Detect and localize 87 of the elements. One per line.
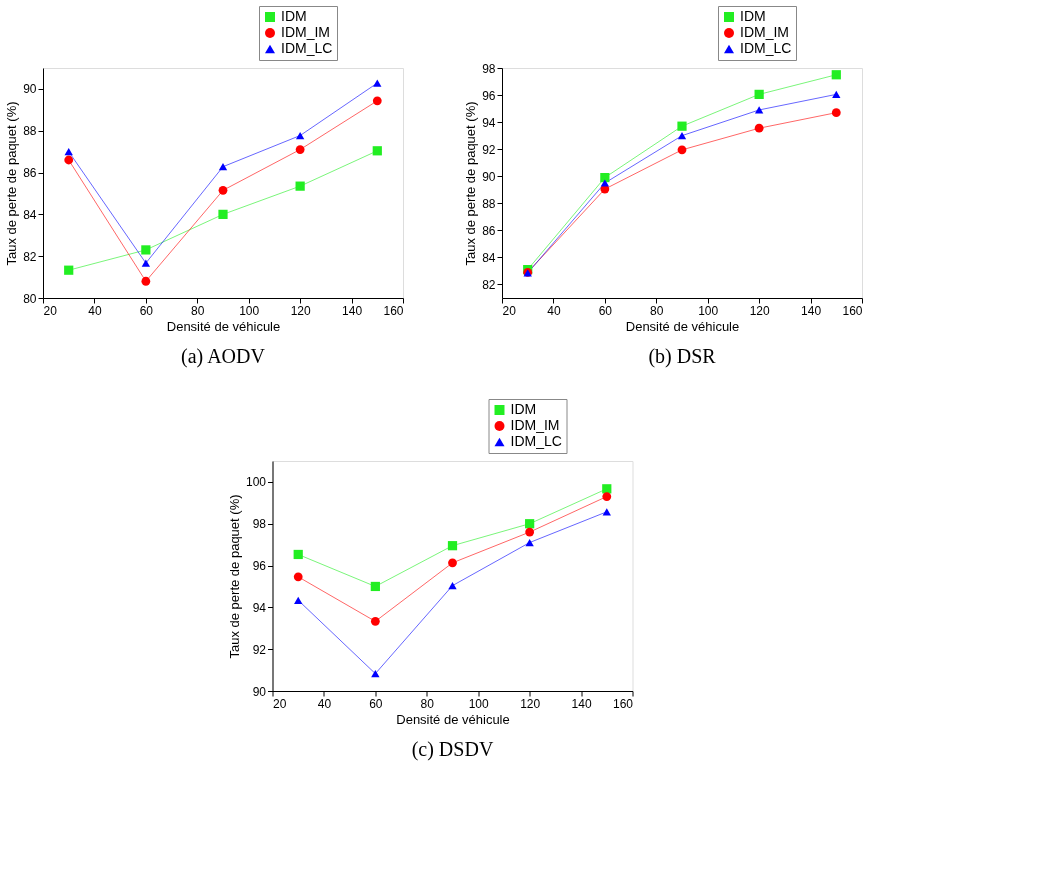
y-tick-label: 82 [23,249,37,264]
point [295,131,305,140]
point [754,89,764,99]
legend-label: IDM_IM [510,417,560,433]
x-tick-label: 120 [520,696,541,711]
point [141,259,151,267]
y-tick-label: 94 [482,115,496,130]
y-tick-label: 96 [482,88,496,103]
x-tick-label: 40 [547,303,561,318]
text: (a) AODV [181,345,266,368]
point [295,181,305,191]
point [218,185,228,195]
y-tick-label: 82 [482,277,496,292]
legend-label: IDM_LC [281,40,333,56]
point [141,276,151,286]
y-tick-label: 96 [252,559,267,574]
y-tick-label: 94 [252,600,267,615]
y-tick-label: 90 [482,169,496,184]
y-tick-label: 88 [23,124,37,139]
y-tick-label: 84 [23,207,37,222]
legend-label: IDM [740,8,766,24]
legend-label: IDM_IM [740,24,789,40]
x-axis-title: Densité de véhicule [625,318,740,334]
text: (c) DSDV [411,738,494,761]
legend-label: IDM_LC [510,433,562,449]
y-tick-label: 100 [245,475,267,490]
y-tick-label: 80 [23,291,37,306]
point [372,96,382,106]
y-axis-title: Taux de perte de paquet (%) [226,494,242,659]
x-tick-label: 60 [369,696,383,711]
x-tick-label: 140 [801,303,822,318]
y-tick-label: 90 [252,684,267,699]
x-tick-label: 160 [383,303,404,318]
point [677,145,687,155]
point [64,265,74,275]
point [677,132,687,140]
point [831,70,841,80]
point [754,123,764,133]
y-tick-label: 84 [482,250,496,265]
point [218,209,228,219]
x-axis-title: Densité de véhicule [396,711,510,727]
x-tick-label: 80 [650,303,664,318]
x-tick-label: 60 [598,303,613,318]
x-tick-label: 20 [502,303,517,318]
legend-label: IDM [510,401,537,417]
x-tick-label: 160 [612,696,634,711]
point [141,245,151,255]
x-tick-label: 20 [43,303,58,318]
y-tick-label: 92 [252,642,267,657]
y-tick-label: 88 [482,196,496,211]
y-tick-label: 90 [23,82,37,97]
point [64,155,74,165]
x-tick-label: 120 [290,303,311,318]
x-tick-label: 60 [139,303,154,318]
point [372,146,382,156]
x-tick-label: 120 [749,303,770,318]
y-axis-title: Taux de perte de paquet (%) [4,101,20,266]
y-tick-label: 92 [482,142,496,157]
x-tick-label: 80 [191,303,205,318]
point [754,106,764,114]
point [218,163,228,171]
point [600,179,610,187]
x-tick-label: 40 [88,303,102,318]
point [373,79,382,87]
point [677,121,687,131]
point [295,145,305,154]
legend-label: IDM_IM [281,24,330,40]
x-tick-label: 160 [842,303,863,318]
x-tick-label: 140 [342,303,363,318]
legend-label: IDM_LC [740,40,792,56]
x-tick-label: 140 [571,696,592,711]
x-tick-label: 100 [698,303,719,318]
point [831,108,841,118]
y-tick-label: 86 [482,223,496,238]
x-axis-title: Densité de véhicule [166,318,281,334]
point [600,172,610,183]
x-tick-label: 20 [273,696,287,711]
y-axis-title: Taux de perte de paquet (%) [463,101,479,266]
point [64,148,73,156]
y-tick-label: 98 [482,61,496,76]
x-tick-label: 40 [317,696,332,711]
y-tick-label: 98 [252,517,267,532]
y-tick-label: 86 [23,166,37,181]
point [832,90,841,99]
x-tick-label: 80 [420,696,435,711]
legend-label: IDM [281,8,307,24]
text: (b) DSR [648,345,717,368]
